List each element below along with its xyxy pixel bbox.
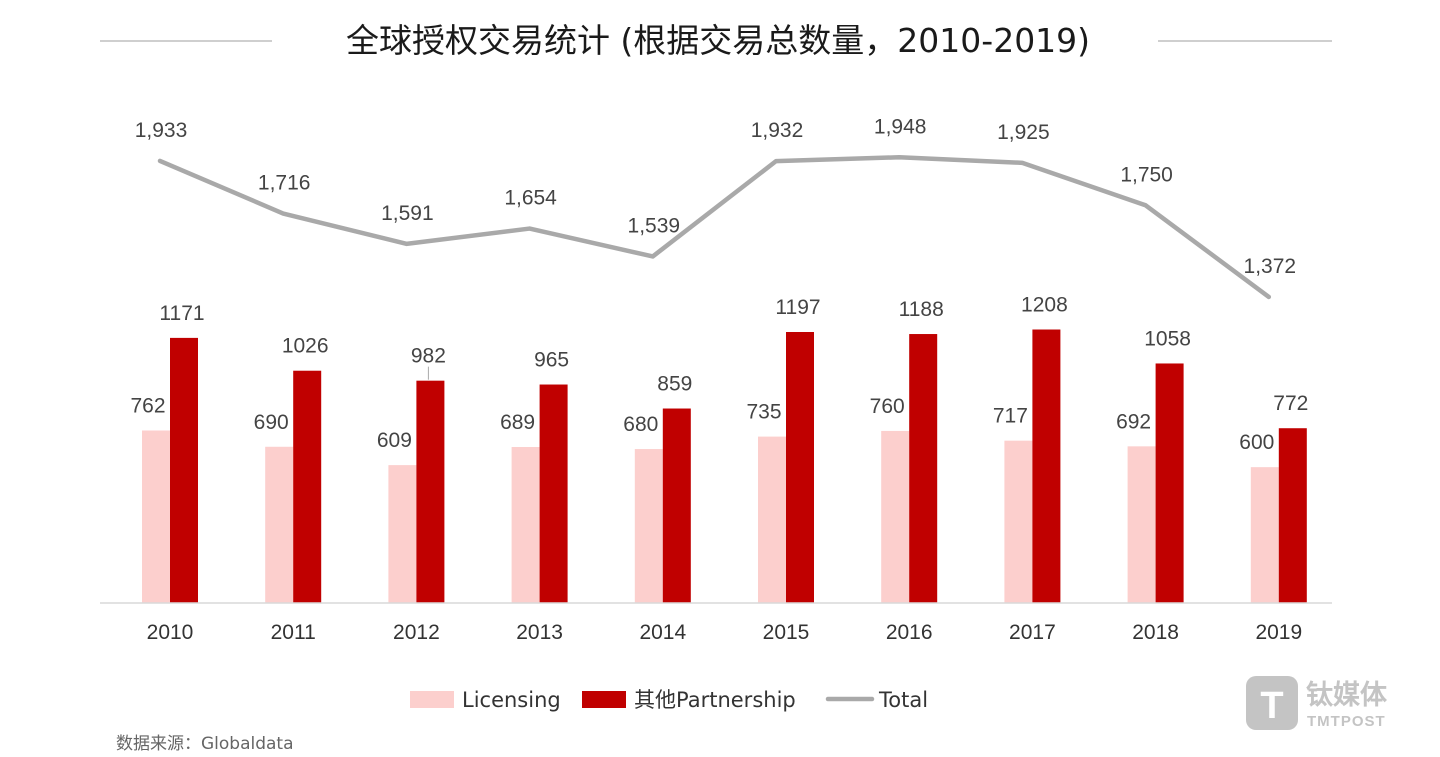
licensing-bar-2018 xyxy=(1127,446,1156,603)
x-tick-2014: 2014 xyxy=(639,621,686,644)
total-label-2018: 1,750 xyxy=(1120,163,1173,186)
legend-item-licensing: Licensing xyxy=(410,688,561,712)
total-label-2013: 1,654 xyxy=(504,187,557,210)
licensing-bar-2016 xyxy=(881,430,910,603)
licensing-bar-2014 xyxy=(634,449,663,603)
x-tick-2019: 2019 xyxy=(1255,621,1302,644)
total-label-2019: 1,372 xyxy=(1244,255,1297,278)
licensing-label-2013: 689 xyxy=(500,411,535,434)
legend-label-partnership: 其他Partnership xyxy=(634,688,796,712)
partnership-label-2019: 772 xyxy=(1273,392,1308,415)
watermark-logo: T 钛媒体 TMTPOST xyxy=(1246,676,1388,730)
partnership-bar-2016 xyxy=(909,334,938,603)
legend-swatch-licensing xyxy=(410,691,454,708)
licensing-bar-2019 xyxy=(1250,467,1279,603)
chart-title-group: 全球授权交易统计 (根据交易总数量，2010-2019) xyxy=(100,21,1332,60)
chart-title: 全球授权交易统计 (根据交易总数量，2010-2019) xyxy=(346,21,1090,60)
partnership-label-2011: 1026 xyxy=(282,335,329,358)
partnership-label-2014: 859 xyxy=(657,373,692,396)
legend-label-licensing: Licensing xyxy=(462,688,561,712)
partnership-bar-2015 xyxy=(786,331,814,603)
source-note: 数据来源：Globaldata xyxy=(116,734,294,754)
partnership-label-2012: 982 xyxy=(411,345,446,368)
total-line-layer xyxy=(157,155,1272,300)
licensing-label-2015: 735 xyxy=(746,401,781,424)
licensing-label-2014: 680 xyxy=(623,413,658,436)
partnership-label-2013: 965 xyxy=(534,349,569,372)
licensing-label-2012: 609 xyxy=(377,429,412,452)
legend-item-partnership: 其他Partnership xyxy=(582,688,796,712)
licensing-bar-2011 xyxy=(265,446,294,603)
bars-layer xyxy=(142,329,1307,603)
licensing-label-2016: 760 xyxy=(870,395,905,418)
partnership-bar-2013 xyxy=(539,384,568,603)
partnership-bar-2012 xyxy=(416,380,445,603)
licensing-label-2011: 690 xyxy=(254,411,289,434)
total-label-2016: 1,948 xyxy=(874,115,927,138)
x-tick-2012: 2012 xyxy=(393,621,440,644)
x-tick-2011: 2011 xyxy=(271,621,316,644)
licensing-label-2018: 692 xyxy=(1116,410,1151,433)
legend-item-total: Total xyxy=(825,688,928,712)
partnership-bar-2018 xyxy=(1155,363,1184,603)
legend-label-total: Total xyxy=(878,688,928,712)
partnership-bar-2019 xyxy=(1278,428,1307,603)
licensing-bar-2010 xyxy=(142,430,170,603)
partnership-label-2017: 1208 xyxy=(1021,294,1068,317)
total-label-2015: 1,932 xyxy=(751,119,804,142)
x-tick-2017: 2017 xyxy=(1009,621,1056,644)
partnership-bar-2017 xyxy=(1032,329,1061,603)
licensing-bar-2013 xyxy=(511,447,540,603)
watermark-name-en: TMTPOST xyxy=(1307,713,1386,730)
legend: Licensing 其他Partnership Total xyxy=(410,688,928,712)
licensing-label-2010: 762 xyxy=(130,394,165,417)
partnership-label-2015: 1197 xyxy=(775,296,820,319)
x-tick-2018: 2018 xyxy=(1132,621,1179,644)
licensing-label-2017: 717 xyxy=(993,405,1028,428)
watermark-logo-glyph: T xyxy=(1260,685,1283,727)
watermark-name-cn: 钛媒体 xyxy=(1306,679,1388,711)
x-tick-2016: 2016 xyxy=(886,621,933,644)
x-tick-labels: 2010 2011 2012 2013 2014 2015 2016 2017 2018 2019 xyxy=(147,621,1303,644)
partnership-label-2016: 1188 xyxy=(899,298,944,321)
legend-swatch-partnership xyxy=(582,691,626,708)
total-label-2012: 1,591 xyxy=(381,202,434,225)
total-label-2017: 1,925 xyxy=(997,121,1050,144)
x-tick-2015: 2015 xyxy=(763,621,810,644)
partnership-bar-2014 xyxy=(662,408,691,603)
partnership-bar-2011 xyxy=(293,370,322,603)
licensing-bar-2012 xyxy=(388,465,417,603)
watermark-logo-box xyxy=(1246,676,1298,730)
partnership-bar-2010 xyxy=(170,337,198,603)
licensing-bar-2015 xyxy=(758,436,786,603)
partnership-label-2010: 1171 xyxy=(159,302,204,325)
data-labels-layer: 762 1171 690 1026 609 982 689 965 680 859 735 1197 7… xyxy=(130,115,1308,454)
total-label-2010: 1,933 xyxy=(135,119,188,142)
total-label-2014: 1,539 xyxy=(628,214,681,237)
licensing-bar-2017 xyxy=(1004,440,1033,603)
total-line xyxy=(157,155,1272,300)
licensing-label-2019: 600 xyxy=(1239,431,1274,454)
partnership-label-2018: 1058 xyxy=(1144,327,1191,350)
x-tick-2010: 2010 xyxy=(147,621,194,644)
x-tick-2013: 2013 xyxy=(516,621,563,644)
total-label-2011: 1,716 xyxy=(258,172,311,195)
